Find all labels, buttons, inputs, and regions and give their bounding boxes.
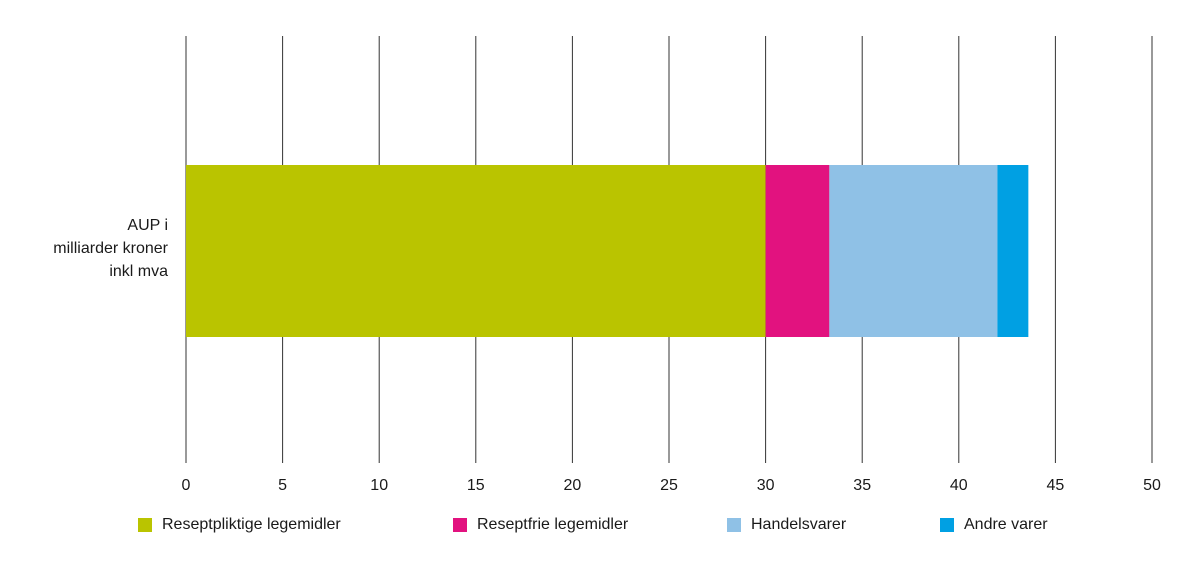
bar-segments (186, 165, 1029, 337)
legend-label: Handelsvarer (751, 516, 847, 533)
x-tick-labels: 0 5 10 15 20 25 30 35 40 45 50 (182, 477, 1161, 494)
legend-item: Andre varer (940, 516, 1048, 534)
legend-label: Reseptfrie legemidler (477, 516, 629, 533)
legend-swatch (453, 518, 467, 532)
x-tick-label: 40 (950, 477, 968, 494)
x-tick-label: 5 (278, 477, 287, 494)
bar-segment (997, 165, 1029, 337)
legend-label: Andre varer (964, 516, 1048, 533)
x-tick-label: 25 (660, 477, 678, 494)
x-tick-label: 30 (757, 477, 775, 494)
x-tick-label: 15 (467, 477, 485, 494)
bar-segment (829, 165, 998, 337)
legend-swatch (727, 518, 741, 532)
category-label-line: milliarder kroner (53, 240, 168, 257)
x-tick-label: 20 (564, 477, 582, 494)
legend-item: Reseptpliktige legemidler (138, 516, 341, 534)
category-label: AUP i milliarder kroner inkl mva (20, 214, 168, 283)
category-label-line: AUP i (127, 217, 168, 234)
bar-segment (186, 165, 766, 337)
legend-swatch (940, 518, 954, 532)
x-tick-label: 50 (1143, 477, 1161, 494)
legend-label: Reseptpliktige legemidler (162, 516, 341, 533)
legend-swatch (138, 518, 152, 532)
x-tick-label: 35 (853, 477, 871, 494)
category-label-line: inkl mva (109, 263, 168, 280)
legend-item: Reseptfrie legemidler (453, 516, 628, 534)
x-tick-label: 0 (182, 477, 191, 494)
bar-segment (765, 165, 830, 337)
x-tick-label: 10 (370, 477, 388, 494)
legend-item: Handelsvarer (727, 516, 846, 534)
x-tick-label: 45 (1047, 477, 1065, 494)
legend: Reseptpliktige legemidler Reseptfrie leg… (0, 516, 1200, 540)
